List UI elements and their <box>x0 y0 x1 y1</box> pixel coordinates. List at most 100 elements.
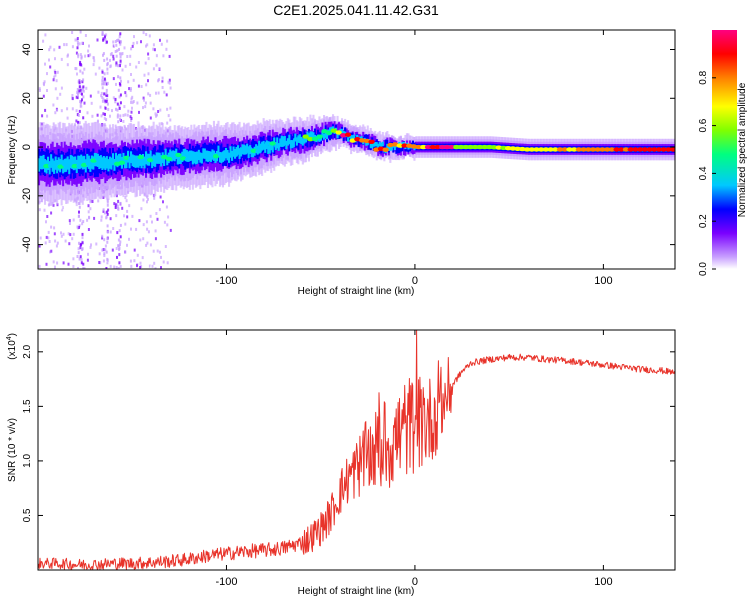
spectrogram-streak <box>78 241 80 245</box>
spectrogram-core-blob <box>505 146 512 151</box>
spectrogram-streak <box>80 56 83 60</box>
spectrogram-speckle <box>40 122 43 126</box>
spectrogram-speckle <box>60 231 62 235</box>
spectrogram-band-cell <box>250 148 253 158</box>
spectrogram-core-blob <box>622 147 630 152</box>
spectrogram-streak <box>81 88 84 92</box>
spectrogram-core-blob <box>453 144 460 150</box>
spectrogram-speckle <box>60 109 63 113</box>
spectrogram-band-cell <box>282 136 285 144</box>
spectrogram-speckle <box>100 114 103 118</box>
spectrogram-band-cell <box>365 134 368 143</box>
spectrogram-speckle <box>147 72 150 76</box>
spectrogram-speckle <box>86 258 89 262</box>
spectrogram-speckle <box>161 86 164 89</box>
spectrogram-band-cell <box>218 152 221 163</box>
spectrogram-band-cell <box>310 131 313 139</box>
spectrogram-speckle <box>87 49 90 53</box>
spectrogram-streak <box>79 218 82 222</box>
spectrogram-speckle <box>87 252 89 256</box>
spectrogram-streak <box>76 225 79 229</box>
spectrogram-streak <box>104 38 107 42</box>
spectrogram-streak <box>79 60 82 64</box>
spectrogram-core-blob <box>580 147 587 152</box>
spectrogram-streak <box>119 61 122 65</box>
spectrogram-band-cell <box>265 141 268 158</box>
spectrogram-speckle <box>98 252 101 256</box>
spectrogram-speckle <box>89 207 92 211</box>
spectrogram-band-cell <box>119 153 122 166</box>
spectrogram-streak <box>116 113 119 117</box>
spectrogram-band-cell <box>295 138 298 146</box>
spectrogram-speckle <box>87 204 90 208</box>
spectrogram-streak <box>77 251 80 255</box>
spectrogram-speckle <box>53 75 56 79</box>
spectrogram-speckle <box>159 38 161 42</box>
spectrogram-core-blob <box>62 162 69 167</box>
spectrogram-streak <box>117 207 120 211</box>
spectrogram-band-cell <box>137 156 140 168</box>
spectrogram-band-cell <box>390 146 393 151</box>
spectrogram-speckle <box>66 63 69 67</box>
spectrogram-band-cell <box>267 145 270 154</box>
spectrogram-band-cell <box>297 136 300 150</box>
snr-frame <box>37 329 676 571</box>
spectrogram-streak <box>81 92 83 96</box>
spectrogram-streak <box>106 40 108 44</box>
spectrogram-band-cell <box>289 141 292 149</box>
spectrogram-streak <box>119 243 121 247</box>
snr-y-tick-label: 0.5 <box>22 508 33 522</box>
spectrogram-streak <box>79 255 82 259</box>
spectrogram-speckle <box>46 215 49 218</box>
spectrogram-speckle <box>161 80 164 84</box>
spectrogram-speckle <box>82 266 85 269</box>
spectrogram-band-cell <box>221 151 224 162</box>
spectrogram-band-cell <box>342 130 345 136</box>
colorbar: 0.0 0.2 0.4 0.6 0.8 Normalized spectral ampl… <box>698 30 748 276</box>
spectrogram-speckle <box>154 267 157 269</box>
spectrogram-core-blob <box>354 137 361 142</box>
spectrogram-streak <box>101 76 104 80</box>
spectrogram-streak <box>118 82 121 86</box>
spectrogram-core-blob <box>302 134 309 139</box>
spectrogram-speckle <box>77 55 80 59</box>
spectrogram-speckle <box>160 42 163 46</box>
spectrogram-band-cell <box>307 133 310 141</box>
spectrogram-band-cell <box>136 155 139 168</box>
spectrogram-speckle <box>44 241 47 245</box>
spectrogram-speckle <box>125 199 128 203</box>
spectrogram-core-blob <box>137 154 144 160</box>
spectrogram-streak <box>105 216 108 220</box>
spectrogram-core-blob <box>236 148 243 153</box>
spectrogram-speckle <box>40 116 43 120</box>
spectrogram-band-cell <box>377 143 380 149</box>
spectrogram-speckle <box>159 195 162 199</box>
spectrogram-speckle <box>107 108 110 111</box>
spectrogram-speckle <box>140 207 143 211</box>
spectrogram-speckle <box>130 73 132 76</box>
spectrogram-speckle <box>39 236 42 240</box>
spectrogram-speckle <box>48 58 50 62</box>
spectrogram-speckle <box>105 33 108 37</box>
spectrogram-speckle <box>149 116 152 120</box>
spectrogram-speckle <box>75 119 78 123</box>
spectrogram-streak <box>106 203 109 207</box>
spectrogram-speckle <box>127 109 130 113</box>
spectrogram-speckle <box>137 61 140 64</box>
spectrogram-speckle <box>133 259 136 263</box>
spectrogram-band-cell <box>280 135 283 144</box>
spectrogram-streak <box>79 69 82 73</box>
snr-x-ticks: -100 0 100 <box>215 330 613 588</box>
spectrogram-core-blob <box>655 147 663 152</box>
spectrogram-speckle <box>71 31 74 34</box>
spectrogram-speckle <box>149 101 152 105</box>
spectrogram-speckle <box>109 217 112 221</box>
spectrogram-band-cell <box>321 131 324 137</box>
spectrogram-band-cell <box>353 134 356 139</box>
spectrogram-speckle <box>115 82 117 86</box>
spectrogram-band-cell <box>145 151 148 164</box>
spectrogram-streak <box>106 258 109 262</box>
spectrogram-streak <box>119 201 122 205</box>
spectrogram-core-blob <box>618 147 625 152</box>
spectrogram-core-blob <box>175 152 182 158</box>
